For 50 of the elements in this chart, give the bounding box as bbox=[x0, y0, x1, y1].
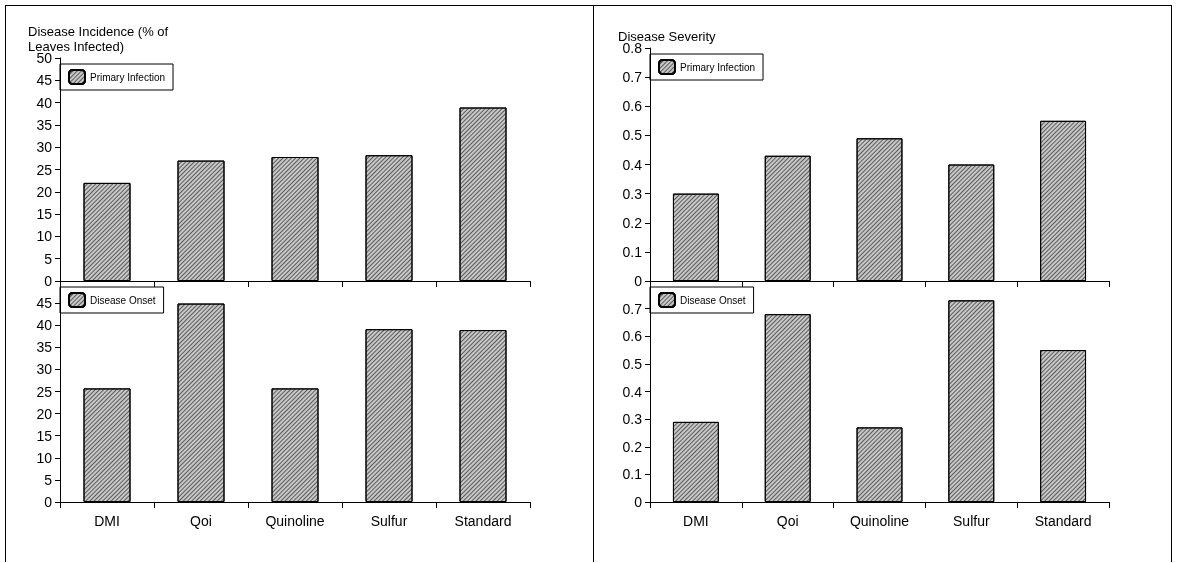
y-tick-label: 35 bbox=[36, 339, 53, 356]
y-tick-label: 0.7 bbox=[622, 300, 643, 317]
y-tick-label: 0 bbox=[44, 273, 53, 289]
legend-label: Primary Infection bbox=[680, 61, 756, 73]
y-tick-label: 0 bbox=[44, 494, 53, 510]
legend-label: Primary Infection bbox=[90, 71, 166, 83]
y-tick-label: 0.4 bbox=[622, 156, 643, 173]
y-tick-label: 25 bbox=[36, 383, 53, 400]
x-tick-label: DMI bbox=[683, 513, 709, 529]
x-tick-label: Standard bbox=[454, 513, 512, 529]
y-tick-label: 40 bbox=[36, 317, 53, 334]
y-tick-label: 15 bbox=[36, 427, 53, 444]
y-tick-label: 20 bbox=[36, 405, 53, 422]
x-tick-label: Quinoline bbox=[265, 513, 325, 529]
y-tick-label: 0.6 bbox=[622, 98, 643, 115]
y-tick-label: 45 bbox=[36, 295, 53, 312]
legend-label: Disease Onset bbox=[90, 294, 156, 306]
y-tick-label: 0.2 bbox=[622, 438, 643, 455]
y-tick-label: 0.4 bbox=[622, 383, 643, 400]
x-tick-label: DMI bbox=[94, 513, 120, 529]
y-tick-label: 0.5 bbox=[622, 355, 643, 372]
x-tick-label: Sulfur bbox=[370, 513, 408, 529]
y-tick-label: 25 bbox=[36, 161, 53, 178]
y-tick-label: 30 bbox=[36, 139, 53, 156]
x-tick-label: Sulfur bbox=[953, 513, 990, 529]
y-tick-label: 10 bbox=[36, 228, 53, 245]
y-tick-label: 30 bbox=[36, 361, 53, 378]
y-tick-label: 35 bbox=[36, 116, 53, 133]
y-tick-label: 10 bbox=[36, 449, 53, 466]
y-tick-label: 0.6 bbox=[622, 328, 643, 345]
x-tick-label: Qoi bbox=[776, 513, 799, 529]
legend-label: Disease Onset bbox=[680, 294, 746, 306]
x-tick-label: Qoi bbox=[190, 513, 212, 529]
x-tick-label: Quinoline bbox=[849, 513, 910, 529]
y-tick-label: 0.3 bbox=[622, 185, 643, 202]
y-tick-label: 20 bbox=[36, 183, 53, 200]
y-tick-label: 0 bbox=[634, 273, 643, 289]
y-tick-label: 5 bbox=[44, 250, 53, 267]
y-tick-label: 0.1 bbox=[622, 466, 643, 483]
x-tick-label: Standard bbox=[1034, 513, 1092, 529]
y-tick-label: 0.7 bbox=[622, 69, 643, 86]
y-tick-label: 0.1 bbox=[622, 243, 643, 260]
y-tick-label: 0.2 bbox=[622, 214, 643, 231]
y-tick-label: 0.3 bbox=[622, 411, 643, 428]
y-tick-label: 45 bbox=[36, 72, 53, 89]
y-tick-label: 0 bbox=[634, 494, 643, 510]
y-tick-label: 15 bbox=[36, 206, 53, 223]
y-tick-label: 40 bbox=[36, 94, 53, 111]
y-tick-label: 5 bbox=[44, 471, 53, 488]
y-tick-label: 0.5 bbox=[622, 127, 643, 144]
